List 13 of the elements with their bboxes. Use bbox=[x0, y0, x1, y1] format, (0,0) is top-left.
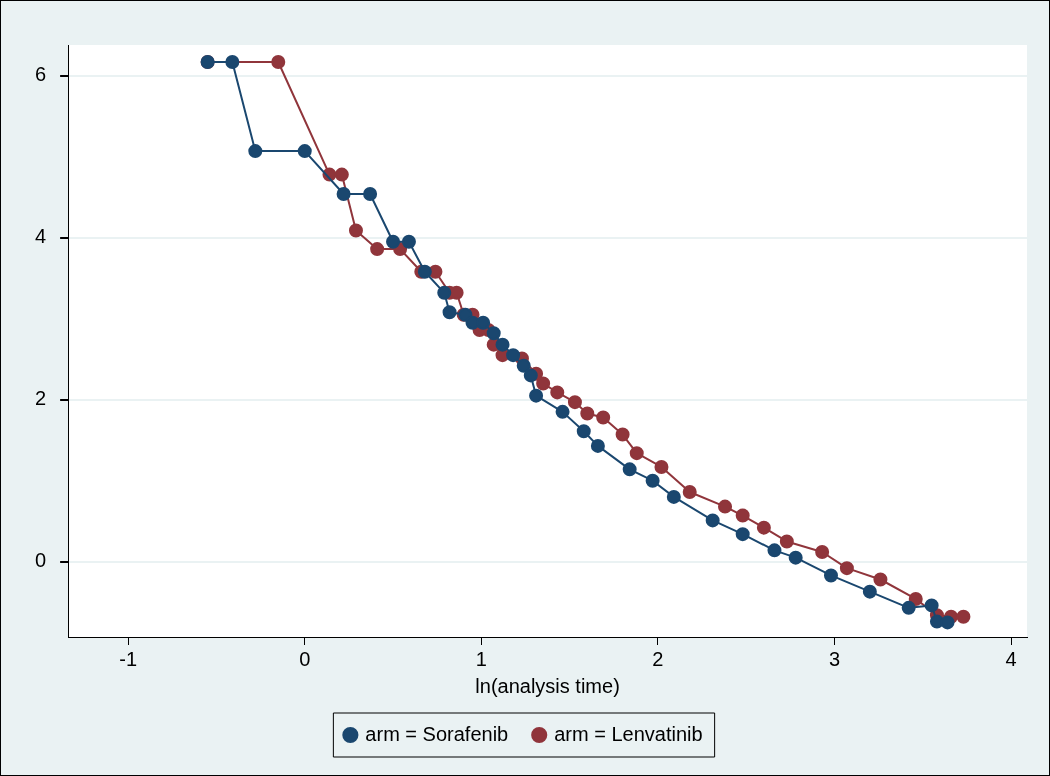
y-tick-label: 6 bbox=[35, 63, 47, 86]
x-tick-label: -1 bbox=[119, 647, 138, 670]
x-tick-label: 3 bbox=[828, 647, 841, 670]
y-tick-label: 0 bbox=[35, 549, 47, 572]
y-tick-label: 2 bbox=[35, 387, 47, 410]
x-tick-label: 0 bbox=[299, 647, 311, 670]
x-tick-label: 1 bbox=[475, 647, 487, 670]
x-tick-label: 4 bbox=[1005, 647, 1017, 670]
x-tick-label: 2 bbox=[652, 647, 664, 670]
y-tick-label: 4 bbox=[35, 225, 47, 248]
legend-label: arm = Lenvatinib bbox=[554, 722, 703, 745]
x-axis-title: ln(analysis time) bbox=[475, 674, 620, 697]
legend-label: arm = Sorafenib bbox=[365, 722, 509, 745]
